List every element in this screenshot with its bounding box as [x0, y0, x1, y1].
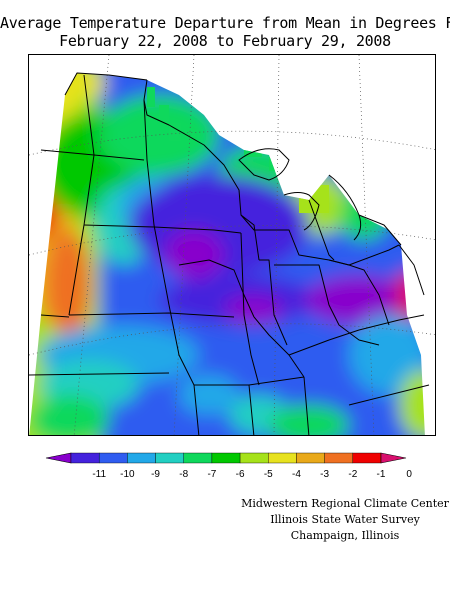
- legend-low-arrow: [45, 452, 72, 464]
- legend-tick-label: -2: [348, 469, 357, 480]
- legend-swatch: [98, 452, 128, 464]
- color-scale-legend: -11 -10 -9 -8 -7 -6 -5 -4 -3 -2 -1 0: [0, 448, 450, 484]
- legend-swatch: [239, 452, 269, 464]
- graticule-lines: [29, 55, 435, 435]
- legend-swatch: [296, 452, 325, 464]
- legend-swatch: [352, 452, 382, 464]
- legend-tick-label: -5: [264, 469, 273, 480]
- legend-high-arrow: [380, 452, 407, 464]
- legend-tick-label: -8: [179, 469, 188, 480]
- legend-tick-label: -4: [292, 469, 301, 480]
- legend-swatch: [324, 452, 354, 464]
- legend-tick-label: -7: [207, 469, 216, 480]
- state-boundaries: [29, 72, 430, 435]
- legend-tick-label: -11: [92, 469, 106, 480]
- map-title-line1: Average Temperature Departure from Mean …: [0, 14, 450, 32]
- legend-swatch: [127, 452, 156, 464]
- legend-swatch: [211, 452, 241, 464]
- map-title-line2: February 22, 2008 to February 29, 2008: [59, 32, 391, 50]
- legend-tick-label: -3: [320, 469, 329, 480]
- legend-swatch: [183, 452, 213, 464]
- credit-line2: Illinois State Water Survey: [270, 513, 420, 526]
- legend-tick-label: 0: [406, 469, 412, 480]
- legend-swatch: [155, 452, 184, 464]
- legend-swatch: [268, 452, 297, 464]
- legend-tick-label: -1: [377, 469, 386, 480]
- credit-line3: Champaign, Illinois: [290, 529, 400, 542]
- temperature-shading: [29, 73, 425, 435]
- credit-line1: Midwestern Regional Climate Center: [241, 497, 449, 510]
- legend-tick-label: -6: [236, 469, 245, 480]
- legend-tick-label: -10: [120, 469, 135, 480]
- legend-tick-label: -9: [151, 469, 160, 480]
- legend-swatch: [70, 452, 100, 464]
- temperature-departure-map: [28, 54, 436, 436]
